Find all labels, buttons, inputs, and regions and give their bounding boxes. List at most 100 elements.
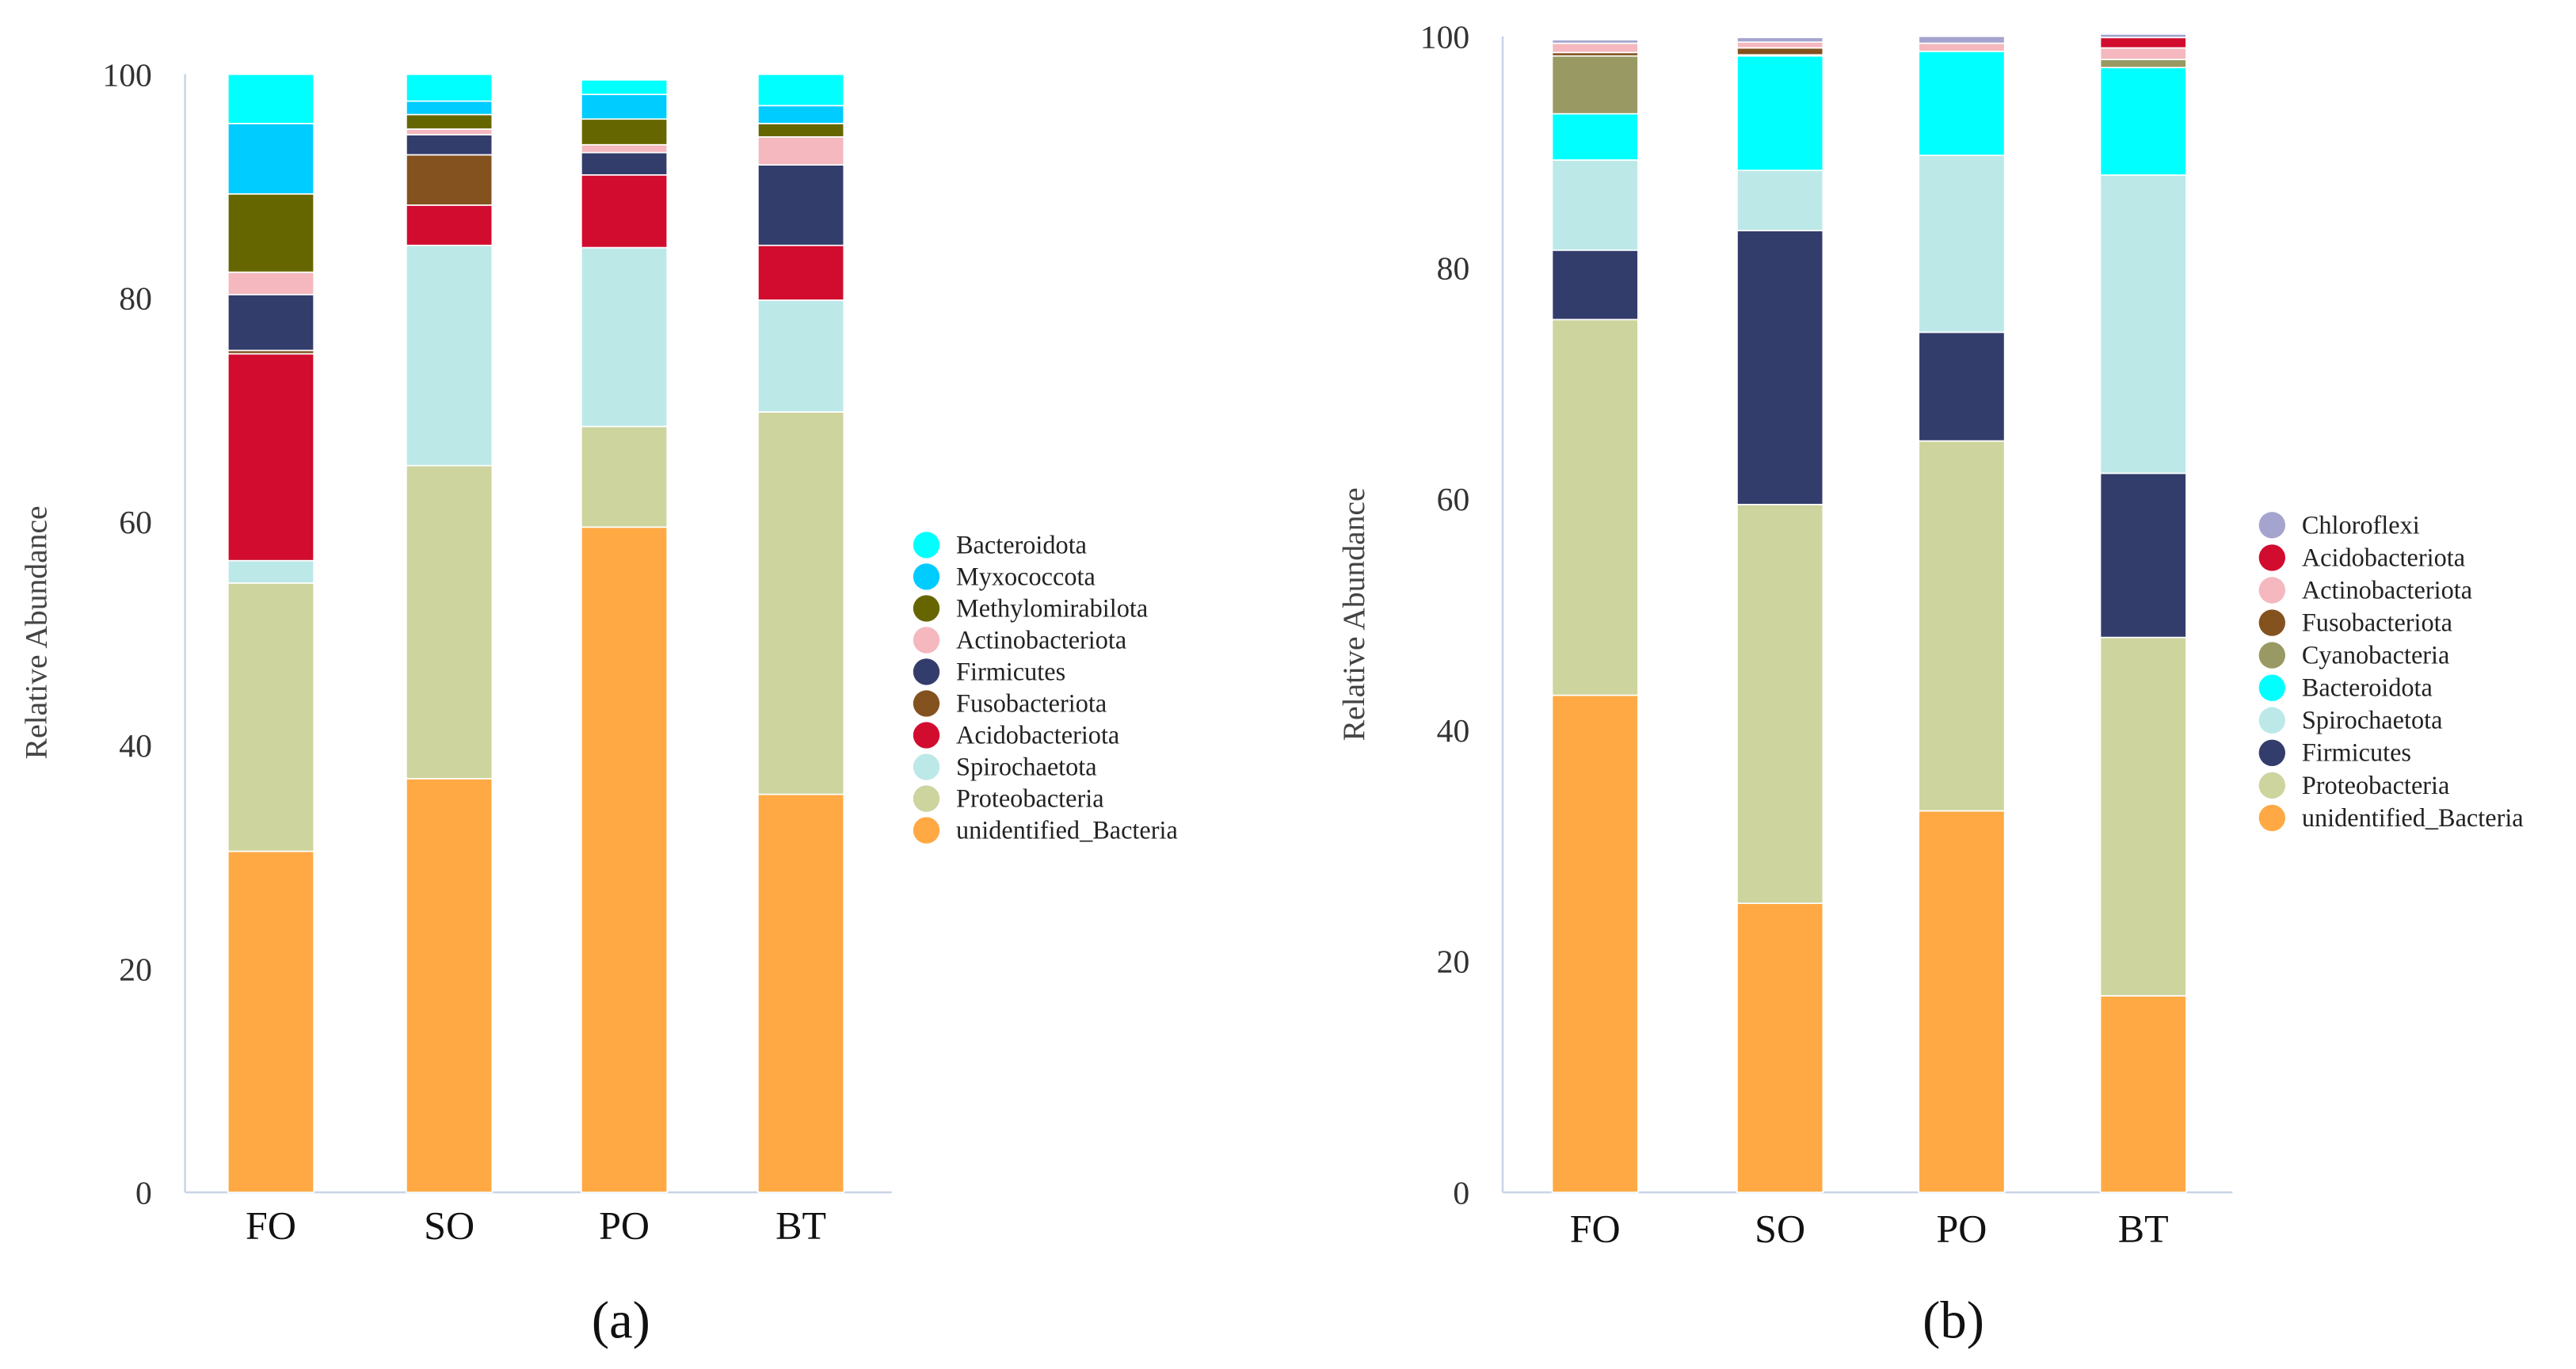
legend-swatch	[913, 817, 940, 844]
legend-label: Firmicutes	[2302, 738, 2411, 767]
bar-segment-actinobacteriota	[1551, 42, 1639, 54]
y-tick-label: 60	[119, 505, 152, 541]
legend-item: Bacteroidota	[2258, 673, 2433, 702]
y-tick-label: 80	[119, 281, 152, 318]
bar-segment-methylomirabilota	[227, 193, 315, 273]
legend-swatch	[913, 722, 940, 749]
bar-segment-unidentified-bacteria	[581, 526, 669, 1193]
bar-stack-po	[581, 79, 669, 1193]
legend-item: Actinobacteriota	[913, 625, 1126, 654]
legend-label: Cyanobacteria	[2302, 641, 2450, 669]
y-tick-label: 20	[1437, 944, 1470, 981]
x-tick-label: FO	[246, 1203, 296, 1247]
bar-segment-bacteroidota	[581, 79, 669, 96]
legend-swatch	[913, 658, 940, 685]
y-tick-label: 100	[102, 57, 152, 93]
y-tick-label: 0	[135, 1176, 152, 1212]
legend-label: Actinobacteriota	[956, 625, 1126, 654]
bar-segment-myxococcota	[581, 93, 669, 120]
bar-segment-unidentified-bacteria	[406, 778, 493, 1193]
bar-segment-proteobacteria	[2099, 636, 2187, 997]
bar-segment-spirochaetota	[1551, 159, 1639, 251]
y-axis-label: Relative Abundance	[19, 505, 54, 759]
y-tick-label: 100	[1420, 19, 1470, 55]
legend-swatch	[913, 785, 940, 812]
x-tick-label: PO	[599, 1203, 650, 1247]
legend-item: Chloroflexi	[2258, 510, 2420, 539]
x-tick-label: FO	[1570, 1206, 1621, 1250]
chart-a: 0 20 40 60 80 100 Relative Abundance FO SO PO BT Ba…	[19, 57, 1178, 1349]
bar-segment-bacteroidota	[1551, 112, 1639, 161]
bar-segment-chloroflexi	[1918, 36, 2006, 44]
bar-segment-unidentified-bacteria	[1551, 694, 1639, 1193]
bar-segment-unidentified-bacteria	[757, 793, 845, 1193]
legend-label: Proteobacteria	[956, 784, 1104, 812]
legend-swatch	[913, 753, 940, 780]
bar-segment-acidobacteriota	[581, 174, 669, 249]
legend-label: Fusobacteriota	[956, 688, 1107, 717]
bar-segment-chloroflexi	[1551, 39, 1639, 44]
legend-swatch	[2258, 674, 2286, 701]
legend: Chloroflexi Acidobacteriota Actinobacterio…	[2258, 510, 2524, 832]
bar-segment-spirochaetota	[1918, 154, 2006, 334]
bar-segment-proteobacteria	[406, 464, 493, 780]
legend-label: Myxococcota	[956, 562, 1096, 590]
legend-item: Bacteroidota	[913, 530, 1087, 559]
bar-segment-acidobacteriota	[2099, 36, 2187, 49]
legend-swatch	[2258, 544, 2286, 571]
bar-segment-myxococcota	[227, 123, 315, 195]
legend-item: unidentified_Bacteria	[913, 815, 1178, 844]
bar-segment-firmicutes	[1736, 230, 1824, 505]
legend-label: Spirochaetota	[2302, 706, 2443, 734]
bar-segment-proteobacteria	[1551, 318, 1639, 696]
legend-swatch	[2258, 577, 2286, 604]
bar-segment-firmicutes	[406, 134, 493, 156]
legend-label: Chloroflexi	[2302, 510, 2420, 539]
bar-segment-spirochaetota	[1736, 170, 1824, 231]
legend-swatch	[913, 627, 940, 654]
bar-segment-spirochaetota	[406, 244, 493, 467]
panel-caption: (a)	[592, 1291, 650, 1349]
bar-segment-proteobacteria	[757, 411, 845, 795]
bar-segment-proteobacteria	[1736, 503, 1824, 905]
bar-segment-actinobacteriota	[406, 128, 493, 135]
bar-segment-acidobacteriota	[757, 244, 845, 301]
bar-segment-methylomirabilota	[406, 113, 493, 130]
bar-segment-chloroflexi	[1736, 36, 1824, 43]
legend-label: Actinobacteriota	[2302, 575, 2472, 604]
bar-segment-methylomirabilota	[757, 123, 845, 138]
x-tick-label: SO	[424, 1203, 474, 1247]
bar-stack-so	[1736, 36, 1824, 1193]
bar-segment-proteobacteria	[1918, 440, 2006, 812]
bar-stack-bt	[2099, 33, 2187, 1193]
bar-segment-bacteroidota	[2099, 67, 2187, 176]
bar-segment-methylomirabilota	[581, 118, 669, 146]
legend-swatch	[2258, 772, 2286, 799]
legend-swatch	[913, 595, 940, 622]
bar-segment-actinobacteriota	[1918, 42, 2006, 52]
y-tick-label: 0	[1453, 1176, 1469, 1212]
bar-segment-spirochaetota	[227, 559, 315, 584]
legend-label: Methylomirabilota	[956, 593, 1148, 622]
legend-item: Acidobacteriota	[2258, 543, 2465, 571]
legend-swatch	[913, 690, 940, 717]
bar-stack-so	[406, 73, 493, 1193]
legend-item: Actinobacteriota	[2258, 575, 2472, 604]
bar-stack-bt	[757, 73, 845, 1193]
bar-stack-po	[1918, 36, 2006, 1193]
bar-segment-actinobacteriota	[757, 135, 845, 166]
legend-label: Firmicutes	[956, 657, 1065, 685]
y-tick-label: 20	[119, 951, 152, 988]
legend-label: Acidobacteriota	[2302, 543, 2465, 571]
legend-swatch	[2258, 739, 2286, 766]
legend-item: Fusobacteriota	[913, 688, 1107, 717]
y-axis-label: Relative Abundance	[1336, 487, 1371, 741]
bar-segment-fusobacteriota	[406, 154, 493, 206]
bar-segment-firmicutes	[1551, 249, 1639, 321]
legend-swatch	[2258, 642, 2286, 669]
x-tick-label: PO	[1936, 1206, 1987, 1250]
legend-item: Cyanobacteria	[2258, 641, 2450, 669]
bar-segment-spirochaetota	[2099, 174, 2187, 475]
legend-item: Methylomirabilota	[913, 593, 1148, 622]
